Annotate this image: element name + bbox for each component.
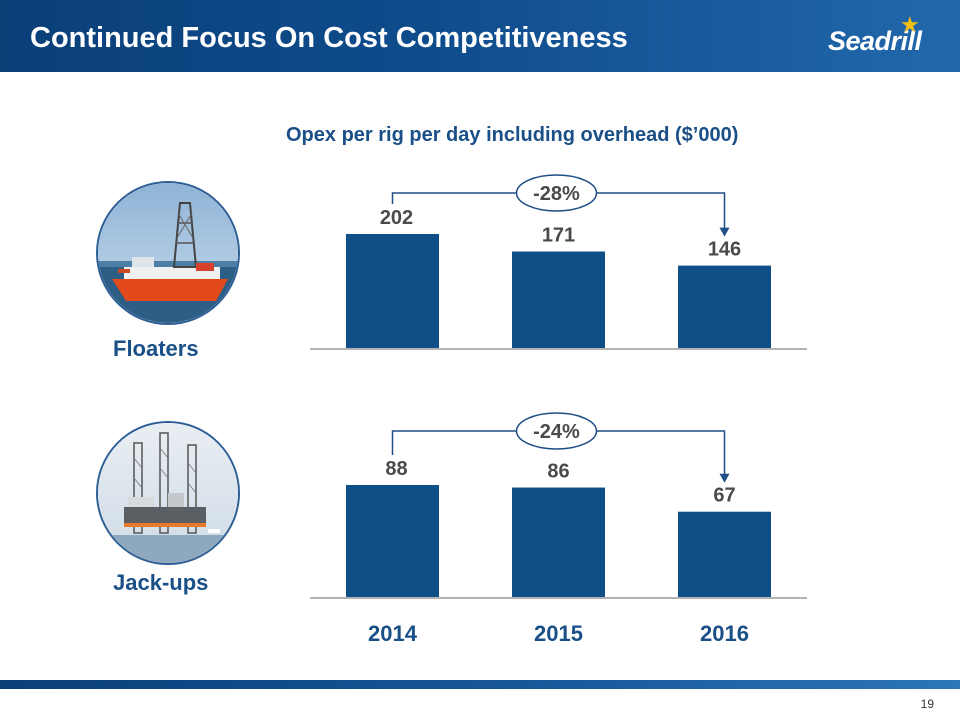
page-number: 19: [920, 697, 934, 711]
bar-value-label: 146: [708, 239, 741, 261]
bar: [678, 511, 771, 597]
bar-value-label: 202: [380, 207, 413, 229]
seadrill-logo: Seadrill ★: [828, 12, 938, 60]
bar-value-label: 67: [713, 485, 735, 507]
jackup-rig-photo: [96, 421, 240, 565]
jackups-label: Jack-ups: [113, 570, 209, 595]
logo-text: Seadrill: [828, 26, 922, 56]
bar: [346, 485, 439, 597]
footer-bar: [0, 680, 960, 689]
bar: [512, 487, 605, 597]
star-icon: ★: [900, 12, 920, 37]
x-tick-label: 2016: [700, 621, 749, 646]
bar-value-label: 88: [385, 458, 407, 480]
bar-value-label: 86: [547, 461, 569, 483]
bar-value-label: 171: [542, 224, 575, 246]
bar: [346, 234, 439, 348]
arrow-head-icon: [719, 473, 730, 483]
header-bar: Continued Focus On Cost Competitiveness …: [0, 0, 960, 72]
change-badge: [515, 174, 598, 212]
bar: [512, 251, 605, 348]
change-label: -24%: [533, 421, 580, 443]
x-tick-label: 2014: [368, 621, 418, 646]
slide-title: Continued Focus On Cost Competitiveness: [30, 22, 628, 54]
x-tick-label: 2015: [534, 621, 583, 646]
bar: [678, 265, 771, 348]
chart-subtitle: Opex per rig per day including overhead …: [286, 124, 739, 146]
floaters-label: Floaters: [113, 336, 199, 361]
arrow-head-icon: [719, 227, 730, 237]
change-badge: [515, 412, 598, 450]
change-label: -28%: [533, 183, 580, 205]
